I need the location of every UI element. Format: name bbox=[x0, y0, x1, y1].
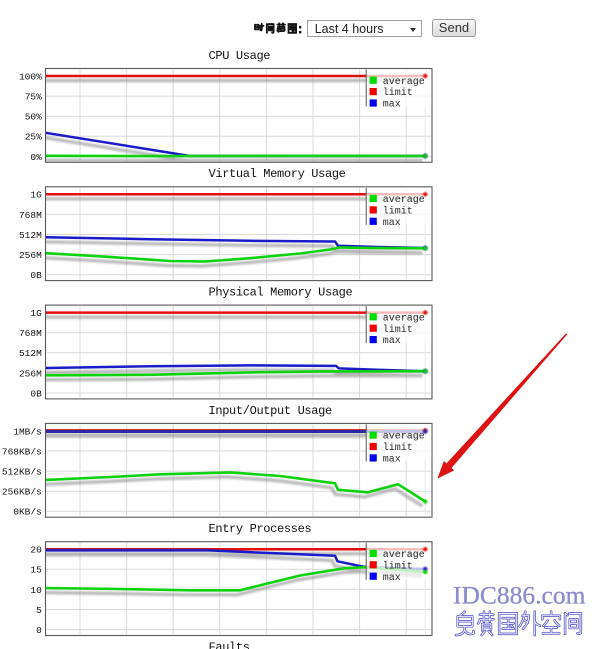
svg-text:average: average bbox=[383, 195, 425, 206]
svg-text:average: average bbox=[383, 550, 425, 561]
svg-text:512M: 512M bbox=[19, 230, 42, 241]
svg-text:768M: 768M bbox=[19, 210, 42, 221]
svg-text:limit: limit bbox=[383, 324, 413, 336]
svg-text:IDC886.com: IDC886.com bbox=[453, 581, 586, 610]
svg-text:25%: 25% bbox=[25, 132, 42, 143]
svg-text:max: max bbox=[383, 100, 401, 111]
svg-text:100%: 100% bbox=[19, 71, 42, 82]
svg-text:256M: 256M bbox=[19, 368, 42, 379]
svg-text:0KB/s: 0KB/s bbox=[13, 507, 42, 518]
svg-text:limit: limit bbox=[383, 560, 413, 572]
svg-text:1G: 1G bbox=[30, 190, 42, 201]
svg-text:1G: 1G bbox=[30, 308, 42, 319]
svg-text:0B: 0B bbox=[30, 388, 42, 399]
svg-text:256KB/s: 256KB/s bbox=[2, 487, 42, 498]
svg-text:Entry Processes: Entry Processes bbox=[209, 522, 312, 536]
svg-text:limit: limit bbox=[383, 206, 413, 218]
svg-text:limit: limit bbox=[383, 442, 413, 454]
svg-text:max: max bbox=[383, 218, 401, 229]
svg-text:average: average bbox=[383, 313, 425, 324]
svg-text:50%: 50% bbox=[25, 112, 42, 123]
svg-text:256M: 256M bbox=[19, 250, 42, 261]
svg-text:20: 20 bbox=[30, 545, 42, 556]
svg-text:average: average bbox=[383, 432, 425, 443]
svg-text:Virtual Memory Usage: Virtual Memory Usage bbox=[209, 167, 346, 181]
svg-text:512KB/s: 512KB/s bbox=[2, 467, 42, 478]
svg-text:75%: 75% bbox=[25, 92, 42, 103]
svg-text:10: 10 bbox=[30, 585, 42, 596]
svg-text:max: max bbox=[383, 336, 401, 347]
svg-text:0: 0 bbox=[36, 625, 42, 636]
svg-text:limit: limit bbox=[383, 87, 413, 99]
svg-text:1MB/s: 1MB/s bbox=[13, 426, 42, 437]
svg-text:Input/Output Usage: Input/Output Usage bbox=[209, 404, 332, 418]
svg-text:Faults: Faults bbox=[209, 640, 250, 649]
svg-text:CPU Usage: CPU Usage bbox=[209, 49, 271, 63]
svg-text:768M: 768M bbox=[19, 328, 42, 339]
svg-text:768KB/s: 768KB/s bbox=[2, 446, 42, 457]
svg-text:max: max bbox=[383, 573, 401, 584]
svg-text:5: 5 bbox=[36, 605, 42, 616]
svg-text:average: average bbox=[383, 77, 425, 88]
svg-text:max: max bbox=[383, 455, 401, 466]
svg-text:Physical Memory Usage: Physical Memory Usage bbox=[209, 286, 353, 300]
svg-text:512M: 512M bbox=[19, 348, 42, 359]
svg-text:0%: 0% bbox=[30, 152, 42, 163]
svg-text:0B: 0B bbox=[30, 270, 42, 281]
svg-text:15: 15 bbox=[30, 565, 42, 576]
